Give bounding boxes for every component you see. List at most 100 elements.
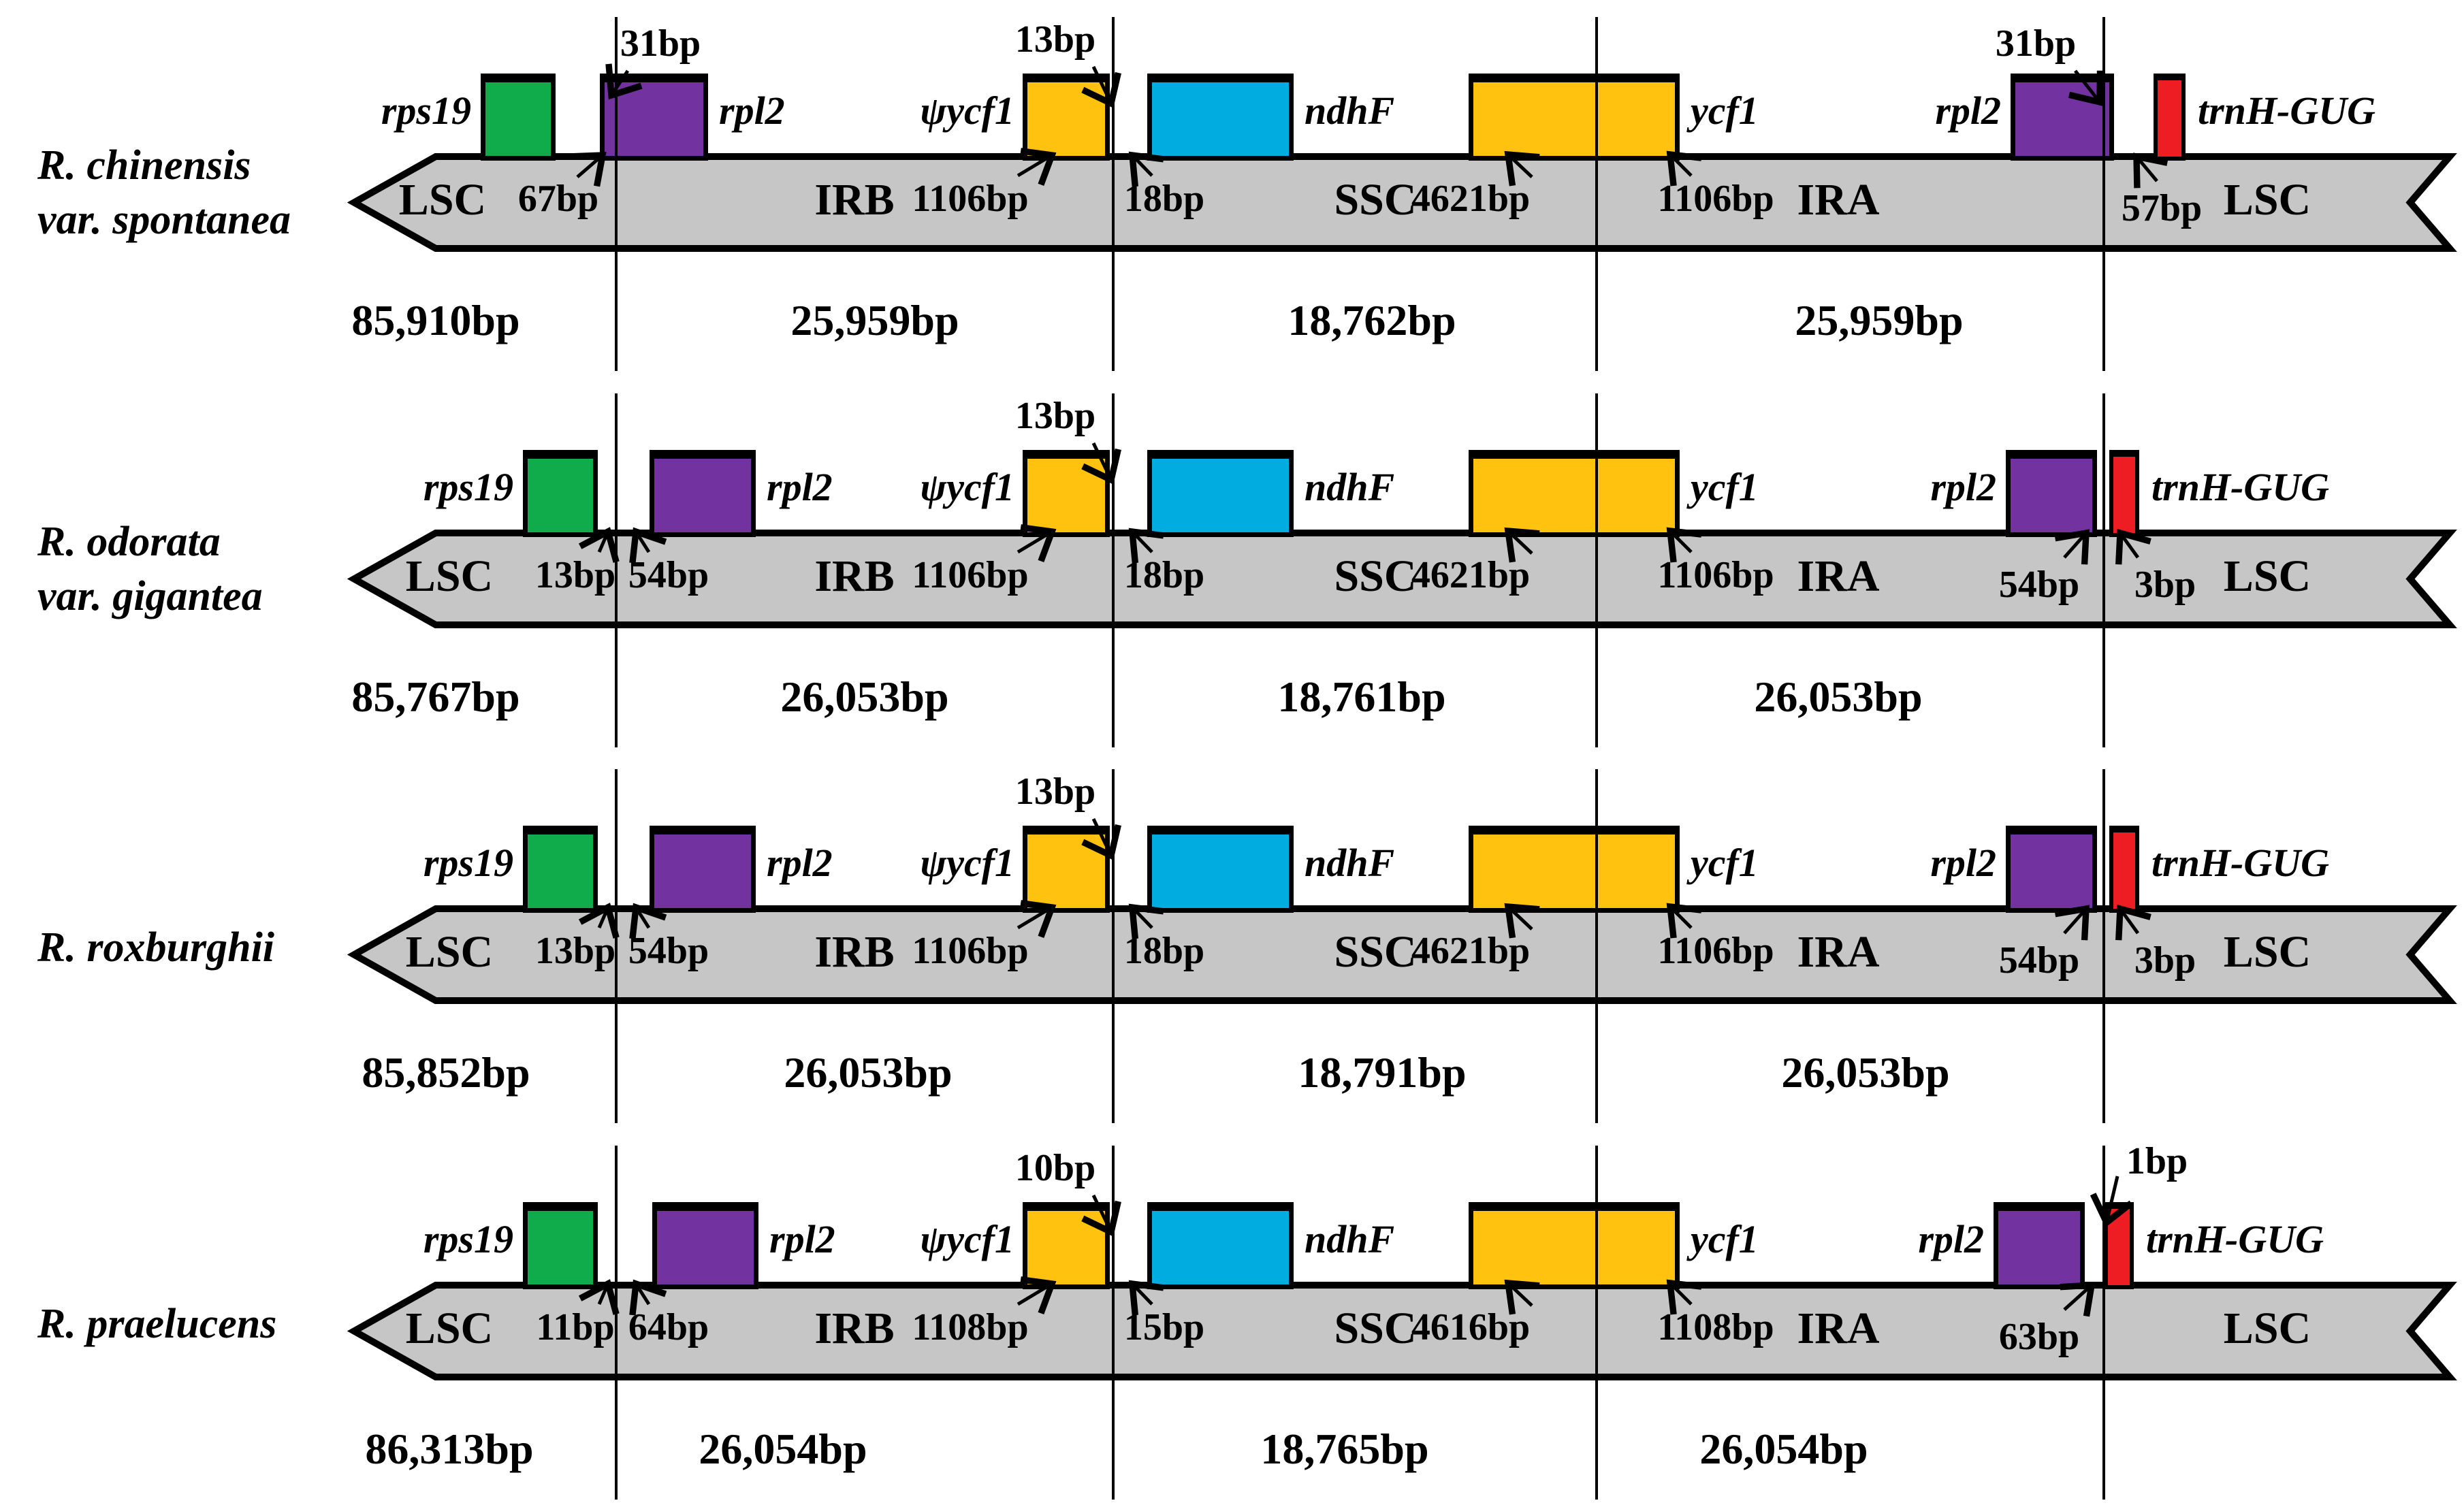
junction-label-top-irb-ssc: 13bp <box>1014 18 1096 61</box>
junction-label-irb-ssc-left: 1106bp <box>912 178 1029 220</box>
gene-label-ndhf: ndhF <box>1305 88 1395 133</box>
gene-box-trnh-gug <box>2154 74 2186 161</box>
junction-arrow <box>1093 1194 1111 1232</box>
gene-label-ndhf: ndhF <box>1305 465 1395 509</box>
gene-label-rps19: rps19 <box>381 88 471 133</box>
gene-box-ndhf <box>1147 450 1294 537</box>
junction-label-top-irb-ssc: 10bp <box>1014 1147 1096 1189</box>
junction-label-irb-ssc-right: 18bp <box>1123 178 1205 220</box>
gene-label-ndhf: ndhF <box>1305 841 1395 885</box>
junction-label-top-irb-ssc: 13bp <box>1014 395 1096 437</box>
junction-arrow <box>577 155 603 177</box>
junction-label-ira-lsc-left: 54bp <box>1998 939 2080 982</box>
size-label-ssc: 18,791bp <box>1298 1048 1467 1097</box>
junction-arrow <box>1670 531 1691 552</box>
junction-arrow <box>1093 818 1111 856</box>
junction-arrow <box>1017 907 1052 928</box>
junction-arrow <box>2120 909 2138 933</box>
region-label-ssc: SSC <box>1334 175 1417 225</box>
region-bar <box>347 905 2457 1004</box>
region-label-ira: IRA <box>1797 551 1880 601</box>
junction-label-ssc-ira-right: 1106bp <box>1657 930 1774 972</box>
gene-label-ycf1: ycf1 <box>1691 1217 1759 1261</box>
junction-arrow <box>1508 155 1532 177</box>
gene-label-rpl2-left: rpl2 <box>719 88 785 133</box>
gene-label-rpl2-left: rpl2 <box>767 841 833 885</box>
size-label-irb: 26,053bp <box>784 1048 953 1097</box>
gene-box-rpl2-left <box>650 826 756 913</box>
junction-arrow <box>1093 442 1111 480</box>
gene-box-rpl2-right <box>1994 1202 2085 1289</box>
region-label-lsc-left: LSC <box>398 175 487 225</box>
junction-arrow <box>1132 1284 1152 1304</box>
region-bar <box>347 530 2457 628</box>
junction-label-irb-ssc-left: 1108bp <box>912 1306 1029 1348</box>
junction-arrow <box>2064 1285 2092 1310</box>
junction-arrow <box>611 71 628 95</box>
gene-label-trnh-gug: trnH-GUG <box>2146 1217 2324 1261</box>
gene-label-psi-ycf1: ψycf1 <box>920 1217 1014 1261</box>
size-label-lsc: 85,767bp <box>351 673 520 721</box>
region-label-ira: IRA <box>1797 175 1880 225</box>
gene-label-rpl2-right: rpl2 <box>1935 88 2001 133</box>
gene-label-trnh-gug: trnH-GUG <box>2198 88 2376 133</box>
junction-label-ira-lsc-right: 57bp <box>2121 187 2203 229</box>
junction-arrow <box>2107 1176 2117 1223</box>
junction-arrow <box>1132 155 1152 176</box>
gene-box-rps19 <box>481 74 556 161</box>
gene-box-rpl2-left <box>650 450 756 537</box>
junction-arrow <box>1508 907 1532 929</box>
gene-box-rps19 <box>523 826 598 913</box>
junction-arrow <box>2120 533 2138 557</box>
region-bar <box>347 1282 2457 1380</box>
junction-label-ira-lsc-left: 63bp <box>1998 1316 2080 1358</box>
junction-arrow <box>1017 155 1052 176</box>
species-name-line2: var. spontanea <box>37 197 291 243</box>
junction-label-ira-lsc-right: 3bp <box>2134 939 2196 982</box>
region-label-lsc-left: LSC <box>405 551 494 601</box>
gene-box-rpl2-left <box>652 1202 758 1289</box>
species-name: R. roxburghii <box>37 924 275 971</box>
junction-arrow <box>1670 155 1691 176</box>
junction-arrow <box>1132 532 1152 552</box>
size-label-ssc: 18,765bp <box>1260 1425 1429 1473</box>
species-name-line1: R. chinensis <box>37 142 251 189</box>
region-label-ssc: SSC <box>1334 927 1417 977</box>
region-label-ira: IRA <box>1797 1304 1880 1353</box>
size-label-ira: 26,053bp <box>1754 673 1923 721</box>
gene-box-ycf1 <box>1469 74 1680 161</box>
gene-label-ycf1: ycf1 <box>1691 841 1759 885</box>
junction-label-ssc-ira-left: 4621bp <box>1411 930 1531 972</box>
junction-arrow <box>1017 1284 1052 1304</box>
gene-label-rpl2-left: rpl2 <box>769 1217 835 1261</box>
region-bar <box>347 153 2457 252</box>
gene-label-ycf1: ycf1 <box>1691 465 1759 509</box>
region-label-irb: IRB <box>814 927 895 977</box>
size-label-irb: 26,054bp <box>699 1425 867 1473</box>
size-label-lsc: 86,313bp <box>365 1425 534 1473</box>
junction-arrow <box>599 532 608 552</box>
junction-label-lsc-irb: 67bp <box>517 178 599 220</box>
junction-label-top-ira-lsc: 31bp <box>1995 22 2077 65</box>
junction-label-top-irb-ssc: 13bp <box>1014 771 1096 813</box>
species-name-line1: R. odorata <box>37 519 221 565</box>
gene-label-rps19: rps19 <box>423 1217 513 1261</box>
gene-label-psi-ycf1: ψycf1 <box>920 841 1014 885</box>
gene-label-psi-ycf1: ψycf1 <box>920 465 1014 509</box>
junction-arrow <box>1017 532 1052 552</box>
gene-label-ndhf: ndhF <box>1305 1217 1395 1261</box>
junction-arrow <box>636 1284 649 1304</box>
junction-label-lsc-irb-right: 64bp <box>628 1306 709 1348</box>
species-name: R. praelucens <box>37 1301 277 1347</box>
junction-label-ssc-ira-left: 4621bp <box>1411 554 1531 596</box>
gene-label-rpl2-left: rpl2 <box>767 465 833 509</box>
junction-label-ssc-ira-left: 4621bp <box>1411 178 1531 220</box>
junction-label-ssc-ira-right: 1106bp <box>1657 178 1774 220</box>
size-label-ira: 25,959bp <box>1795 296 1964 344</box>
junction-arrow <box>1670 907 1691 928</box>
junction-arrow <box>2064 909 2086 933</box>
junction-label-ssc-ira-left: 4616bp <box>1411 1306 1531 1348</box>
gene-label-rpl2-right: rpl2 <box>1930 841 1996 885</box>
junction-arrow <box>1132 907 1152 928</box>
